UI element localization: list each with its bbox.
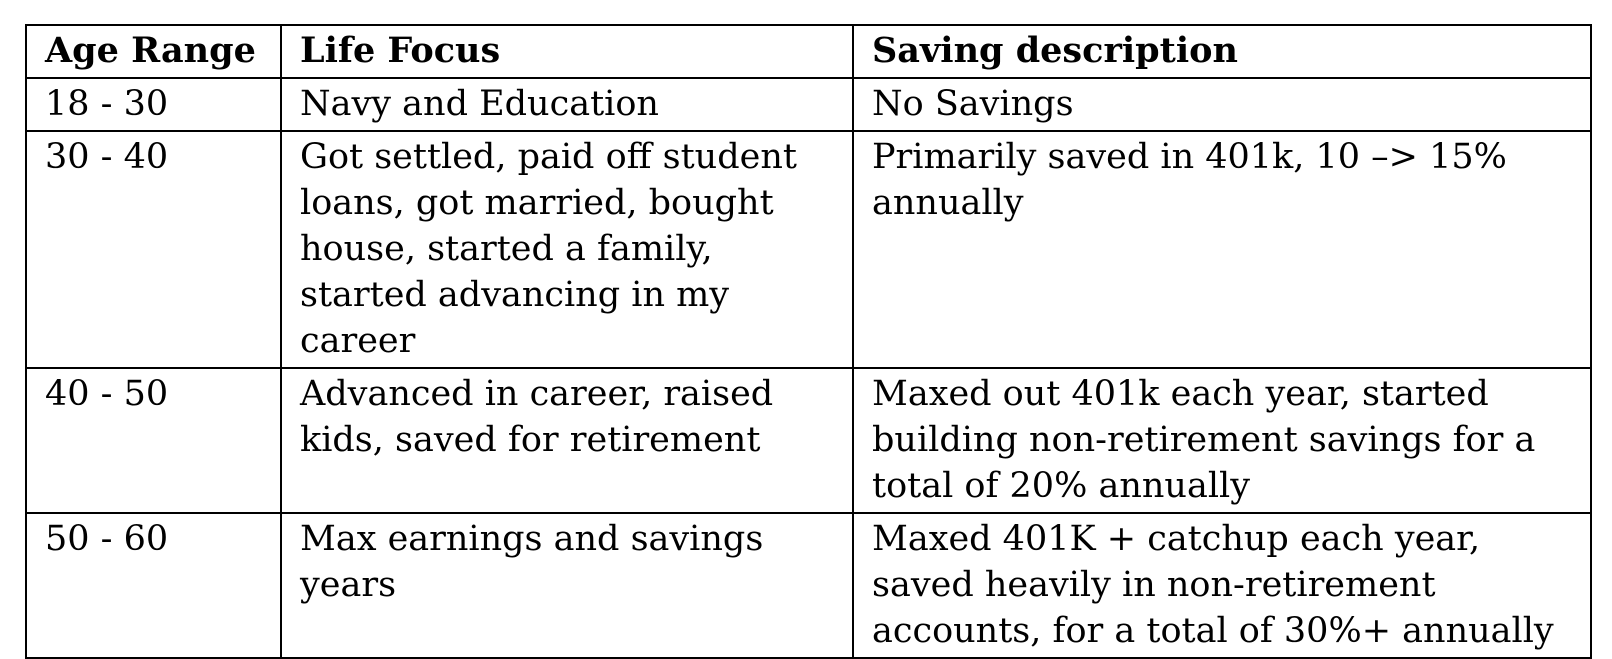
header-life-focus: Life Focus	[280, 24, 854, 79]
cell-life-focus: Navy and Education	[280, 77, 854, 132]
savings-table-container: Age Range Life Focus Saving description …	[25, 24, 1592, 659]
cell-saving-description: Maxed 401K + catchup each year, saved he…	[852, 512, 1592, 659]
table-row: 18 - 30 Navy and Education No Savings	[25, 77, 1592, 132]
cell-saving-description: Primarily saved in 401k, 10 –> 15% annua…	[852, 130, 1592, 369]
savings-table: Age Range Life Focus Saving description …	[25, 24, 1592, 659]
cell-age-range: 30 - 40	[25, 130, 282, 369]
table-row: 30 - 40 Got settled, paid off student lo…	[25, 130, 1592, 369]
header-row: Age Range Life Focus Saving description	[25, 24, 1592, 79]
cell-life-focus: Max earnings and savings years	[280, 512, 854, 659]
table-row: 50 - 60 Max earnings and savings years M…	[25, 512, 1592, 659]
cell-age-range: 40 - 50	[25, 367, 282, 514]
table-row: 40 - 50 Advanced in career, raised kids,…	[25, 367, 1592, 514]
cell-life-focus: Advanced in career, raised kids, saved f…	[280, 367, 854, 514]
cell-life-focus: Got settled, paid off student loans, got…	[280, 130, 854, 369]
cell-age-range: 50 - 60	[25, 512, 282, 659]
header-age-range: Age Range	[25, 24, 282, 79]
cell-saving-description: Maxed out 401k each year, started buildi…	[852, 367, 1592, 514]
cell-age-range: 18 - 30	[25, 77, 282, 132]
cell-saving-description: No Savings	[852, 77, 1592, 132]
header-saving-description: Saving description	[852, 24, 1592, 79]
